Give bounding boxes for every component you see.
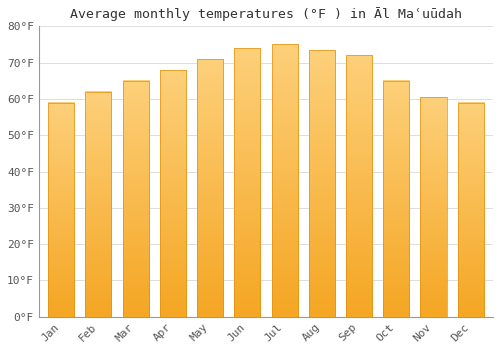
Bar xyxy=(86,92,112,317)
Bar xyxy=(346,55,372,317)
Bar xyxy=(234,48,260,317)
Bar xyxy=(122,81,148,317)
Bar xyxy=(308,50,335,317)
Bar xyxy=(197,59,223,317)
Bar xyxy=(420,97,446,317)
Bar xyxy=(48,103,74,317)
Bar xyxy=(160,70,186,317)
Title: Average monthly temperatures (°F ) in Āl Maʿuūdah: Average monthly temperatures (°F ) in Āl… xyxy=(70,7,462,21)
Bar xyxy=(383,81,409,317)
Bar xyxy=(458,103,483,317)
Bar xyxy=(272,44,297,317)
